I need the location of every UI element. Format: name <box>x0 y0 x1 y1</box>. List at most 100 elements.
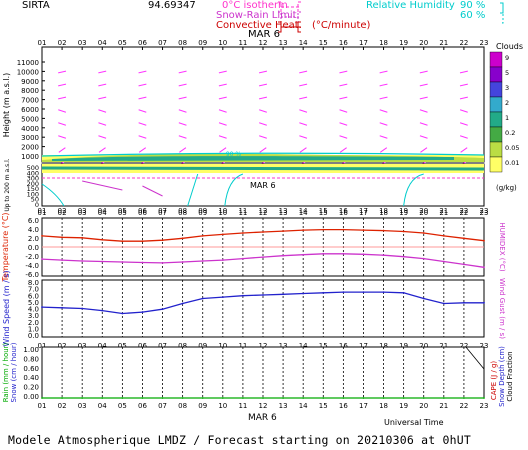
temp-top-hour-label: 16 <box>339 209 348 217</box>
temp-top-hour-label: 05 <box>118 209 127 217</box>
wind-arrow <box>259 135 267 139</box>
temp-series-1-point <box>262 256 264 259</box>
height-y-tick-label: 6000 <box>21 106 39 114</box>
height-top-hour-label: 04 <box>98 39 107 47</box>
temp-series-1-point <box>483 266 485 269</box>
temp-top-hour-label: 17 <box>359 209 368 217</box>
wind-arrow <box>178 122 187 126</box>
rain-series-0-point <box>201 397 204 399</box>
rain-series-0-point <box>242 397 244 399</box>
wind-bottom-hour-label: 02 <box>58 342 67 350</box>
height-top-hour-label: 17 <box>359 39 368 47</box>
temp-series-1-point <box>342 252 345 255</box>
temp-series-1-point <box>61 259 63 261</box>
temp-y-tick-label: 4.0 <box>28 226 39 234</box>
wind-bottom-hour-label: 22 <box>459 342 468 350</box>
rain-bottom-hour-label: 19 <box>399 402 408 410</box>
low-y-tick-label: 500 <box>27 164 39 172</box>
low-bottom-hour-label: 09 <box>198 207 207 215</box>
rain-series-0-point <box>463 397 465 399</box>
low-bottom-hour-label: 22 <box>459 207 468 215</box>
wind-series-0-point <box>302 292 305 295</box>
temp-series-1-point <box>221 259 224 261</box>
snow-depth-y-axis-title: Snow Depth (cm) <box>498 346 506 407</box>
rain-y-tick-label: 0.60 <box>23 365 39 373</box>
height-y-tick-label: 10000 <box>17 68 39 76</box>
wind-y-tick-label: 0.0 <box>28 332 39 340</box>
height-y-tick-label: 3000 <box>21 134 39 142</box>
low-y-tick-label: 400 <box>27 169 39 177</box>
wind-series-0-point <box>422 297 425 300</box>
temp-series-0-point <box>242 232 244 234</box>
footer: Universal Time MAR 6 Modele Atmospherique … <box>8 413 471 447</box>
temp-series-0-point <box>81 236 84 239</box>
legend-convective-unit: (°C/minute) <box>312 20 371 31</box>
temp-series-0-point <box>463 237 465 240</box>
rh-contour-label: 90 % <box>226 151 242 158</box>
low-cloud-core <box>41 166 485 171</box>
low-bottom-hour-label: 14 <box>299 207 308 215</box>
height-top-hour-label: 11 <box>238 39 247 47</box>
wind-arrow <box>258 96 268 100</box>
wind-arrow <box>58 96 67 100</box>
wind-arrow <box>138 83 147 87</box>
wind-bottom-hour-label: 14 <box>299 342 308 350</box>
height-plot-frame <box>41 46 485 163</box>
height-top-hour-label: 12 <box>259 39 268 47</box>
rain-bottom-hour-label: 02 <box>58 402 67 410</box>
temp-series-0-point <box>382 229 385 232</box>
wind-series-0-point <box>322 291 325 294</box>
rain-series-0-point <box>141 397 144 399</box>
height-top-hour-label: 02 <box>58 39 67 47</box>
legend-snowrain: Snow-Rain Limit <box>216 10 297 21</box>
low-bottom-hour-label: 01 <box>38 207 47 215</box>
clouds-legend-unit: (g/kg) <box>496 184 517 192</box>
rain-series-0-point <box>382 397 385 399</box>
temp-series-0-point <box>161 239 164 242</box>
wind-arrow <box>58 135 67 139</box>
snow-y-axis-title: Snow (cm / hour) <box>10 342 18 402</box>
temp-top-hour-label: 01 <box>38 209 47 217</box>
low-bottom-hour-label: 07 <box>158 207 167 215</box>
temp-series-0-point <box>342 228 345 231</box>
temp-series-0-point <box>221 233 224 236</box>
temp-y-tick-label: 2.0 <box>28 235 39 243</box>
wind-arrow <box>98 96 107 100</box>
wind-arrow <box>179 147 187 153</box>
wind-series-0-point <box>242 294 244 297</box>
low-rh-mid2 <box>224 173 244 207</box>
low-rh-left <box>41 183 65 207</box>
rain-bottom-hour-label: 16 <box>339 402 348 410</box>
wind-bottom-hour-label: 06 <box>138 342 147 350</box>
temp-y-tick-label: 6.0 <box>28 217 39 225</box>
height-top-hour-label: 09 <box>198 39 207 47</box>
temp-top-hour-label: 07 <box>158 209 167 217</box>
temp-series-0-point <box>41 234 43 237</box>
rain-bottom-hour-label: 04 <box>98 402 107 410</box>
height-top-hour-label: 22 <box>459 39 468 47</box>
cape-y-axis-title: CAPE (J / g) <box>490 361 498 401</box>
temp-top-hour-label: 06 <box>138 209 147 217</box>
temp-series-0-point <box>121 240 124 243</box>
wind-arrow <box>218 135 227 139</box>
clouds-legend-swatch <box>489 96 503 113</box>
wind-y-tick-label: 8.0 <box>28 279 39 287</box>
height-top-hour-label: 15 <box>319 39 328 47</box>
temp-series-0-point <box>483 239 485 242</box>
rain-bottom-hour-label: 09 <box>198 402 207 410</box>
wind-series-0-point <box>262 294 264 296</box>
temp-series-0-point <box>282 230 284 232</box>
wind-panel: 8.07.06.05.04.03.02.01.00.0 Wind Speed (m… <box>2 270 506 364</box>
height-top-hour-label: 06 <box>138 39 147 47</box>
wind-arrow <box>98 70 107 74</box>
low-rh-mid <box>187 173 199 207</box>
temp-top-hour-label: 10 <box>218 209 227 217</box>
rain-series-0-point <box>101 397 104 399</box>
wind-arrow <box>419 70 428 74</box>
height-top-hour-label: 21 <box>439 39 448 47</box>
rain-bottom-hour-label: 01 <box>38 402 47 410</box>
temp-series-0-point <box>322 228 325 231</box>
rain-bottom-hour-label: 03 <box>78 402 87 410</box>
legend-rh-60-swatch <box>500 12 504 24</box>
